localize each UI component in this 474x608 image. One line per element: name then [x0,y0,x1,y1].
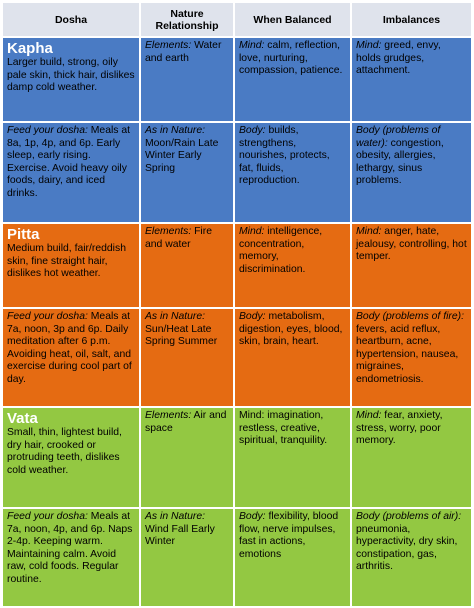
vata-nature-text: Wind Fall Early Winter [145,523,215,548]
vata-imbalance-body-cell: Body (problems of air): pneumonia, hyper… [352,509,471,606]
vata-imb-body-text: pneumonia, hyperactivity, dry skin, cons… [356,523,458,573]
pitta-imb-mind-text: anger, hate, jealousy, controlling, hot … [356,226,467,263]
pitta-body-text: metabolism, digestion, eyes, blood, skin… [239,311,343,348]
kapha-feed-cell: Feed your dosha: Meals at 8a, 1p, 4p, an… [3,123,139,222]
header-nature-relationship: Nature Relationship [141,3,233,36]
pitta-title: Pitta [7,226,40,243]
kapha-nature-text: Moon/Rain Late Winter Early Spring [145,137,219,174]
kapha-nature-label: As in Nature: [145,125,206,136]
vata-feed-cell: Feed your dosha: Meals at 7a, noon, 4p, … [3,509,139,606]
pitta-body-label: Body: [239,311,266,322]
kapha-balanced-mind-cell: Mind: calm, reflection, love, nurturing,… [235,38,350,121]
header-imbalances: Imbalances [352,3,471,36]
pitta-row-2: Feed your dosha: Meals at 7a, noon, 3p a… [3,309,471,406]
kapha-imb-mind-text: greed, envy, holds grudges, attachment. [356,40,441,77]
pitta-imb-mind-label: Mind: [356,226,382,237]
vata-description: Small, thin, lightest build, dry hair, c… [7,427,122,476]
vata-body-text: flexibility, blood flow, nerve impulses,… [239,511,339,560]
kapha-imbalance-mind-cell: Mind: greed, envy, holds grudges, attach… [352,38,471,121]
vata-imb-body-label: Body (problems of air): [356,511,462,522]
pitta-description-cell: Pitta Medium build, fair/reddish skin, f… [3,224,139,307]
vata-row-2: Feed your dosha: Meals at 7a, noon, 4p, … [3,509,471,606]
kapha-imb-mind-label: Mind: [356,40,382,51]
kapha-row-2: Feed your dosha: Meals at 8a, 1p, 4p, an… [3,123,471,222]
pitta-imb-body-text: fevers, acid reflux, heartburn, acne, hy… [356,323,459,385]
vata-elements-label: Elements: [145,410,192,421]
pitta-elements-label: Elements: [145,226,192,237]
kapha-title: Kapha [7,40,53,57]
kapha-imb-body-text: congestion, obesity, allergies, lethargy… [356,137,444,187]
vata-nature-label: As in Nature: [145,511,206,522]
vata-feed-text: Meals at 7a, noon, 4p, and 6p. Naps 2-4p… [7,511,133,585]
pitta-elements-cell: Elements: Fire and water [141,224,233,307]
pitta-nature-cell: As in Nature: Sun/Heat Late Spring Summe… [141,309,233,406]
vata-elements-text: Air and space [145,410,227,434]
vata-balanced-mind-cell: Mind: imagination, restless, creative, s… [235,408,350,507]
vata-imb-mind-label: Mind: [356,410,382,421]
pitta-description: Medium build, fair/reddish skin, fine st… [7,243,126,280]
kapha-row-1: Kapha Larger build, strong, oily pale sk… [3,38,471,121]
pitta-imbalance-body-cell: Body (problems of fire): fevers, acid re… [352,309,471,406]
pitta-imbalance-mind-cell: Mind: anger, hate, jealousy, controlling… [352,224,471,307]
vata-imbalance-mind-cell: Mind: fear, anxiety, stress, worry, poor… [352,408,471,507]
kapha-body-label: Body: [239,125,266,136]
pitta-mind-label: Mind: [239,226,265,237]
kapha-balanced-body-cell: Body: builds, strengthens, nourishes, pr… [235,123,350,222]
kapha-feed-text: Meals at 8a, 1p, 4p, and 6p. Early sleep… [7,125,131,199]
pitta-balanced-mind-cell: Mind: intelligence, concentration, memor… [235,224,350,307]
vata-description-cell: Vata Small, thin, lightest build, dry ha… [3,408,139,507]
kapha-elements-cell: Elements: Water and earth [141,38,233,121]
pitta-feed-cell: Feed your dosha: Meals at 7a, noon, 3p a… [3,309,139,406]
vata-nature-cell: As in Nature: Wind Fall Early Winter [141,509,233,606]
header-when-balanced: When Balanced [235,3,350,36]
vata-balanced-body-cell: Body: flexibility, blood flow, nerve imp… [235,509,350,606]
pitta-row-1: Pitta Medium build, fair/reddish skin, f… [3,224,471,307]
pitta-mind-text: intelligence, concentration, memory, dis… [239,226,323,275]
pitta-feed-text: Meals at 7a, noon, 3p and 6p. Daily medi… [7,311,132,385]
kapha-mind-text: calm, reflection, love, nurturing, compa… [239,40,343,77]
kapha-feed-label: Feed your dosha: [7,125,88,136]
pitta-balanced-body-cell: Body: metabolism, digestion, eyes, blood… [235,309,350,406]
vata-title: Vata [7,410,38,427]
kapha-description: Larger build, strong, oily pale skin, th… [7,57,135,94]
vata-feed-label: Feed your dosha: [7,511,88,522]
kapha-elements-label: Elements: [145,40,192,51]
vata-imb-mind-text: fear, anxiety, stress, worry, poor memor… [356,410,443,447]
kapha-mind-label: Mind: [239,40,265,51]
vata-mind-text: Mind: imagination, restless, creative, s… [239,410,328,447]
pitta-nature-text: Sun/Heat Late Spring Summer [145,323,218,348]
pitta-elements-text: Fire and water [145,226,212,250]
header-row: Dosha Nature Relationship When Balanced … [3,3,471,36]
kapha-description-cell: Kapha Larger build, strong, oily pale sk… [3,38,139,121]
header-dosha: Dosha [3,3,139,36]
vata-body-label: Body: [239,511,266,522]
pitta-feed-label: Feed your dosha: [7,311,88,322]
vata-elements-cell: Elements: Air and space [141,408,233,507]
pitta-imb-body-label: Body (problems of fire): [356,311,464,322]
kapha-body-text: builds, strengthens, nourishes, protects… [239,125,330,187]
kapha-nature-cell: As in Nature: Moon/Rain Late Winter Earl… [141,123,233,222]
kapha-imb-body-label: Body (problems of water): [356,125,441,149]
pitta-nature-label: As in Nature: [145,311,206,322]
kapha-imbalance-body-cell: Body (problems of water): congestion, ob… [352,123,471,222]
kapha-elements-text: Water and earth [145,40,222,64]
vata-row-1: Vata Small, thin, lightest build, dry ha… [3,408,471,507]
